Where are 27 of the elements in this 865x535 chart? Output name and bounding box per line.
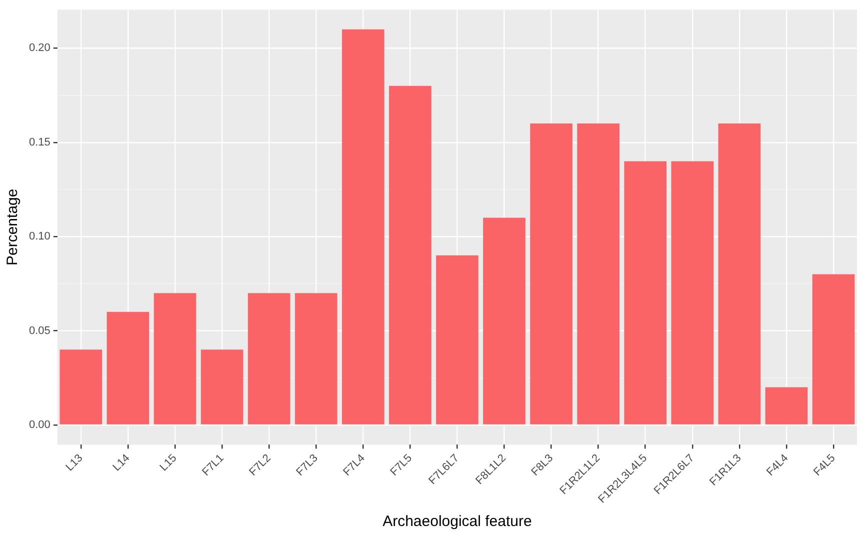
bar: [60, 350, 102, 424]
bar: [624, 161, 667, 424]
bar: [200, 350, 244, 424]
bar: [530, 124, 572, 424]
y-tick-label: 0.10: [28, 230, 50, 243]
bar: [294, 293, 338, 424]
bar: [436, 255, 478, 424]
bar: [342, 29, 384, 424]
y-tick-label: 0.05: [28, 324, 50, 337]
bar: [812, 274, 855, 424]
y-tick-label: 0.00: [28, 418, 50, 431]
bar: [154, 293, 196, 424]
bar: [718, 124, 761, 424]
bar: [106, 312, 150, 424]
bar: [389, 86, 432, 424]
x-tick-label: L14: [110, 452, 132, 474]
y-tick-label: 0.20: [28, 42, 50, 54]
y-axis-title: Percentage: [4, 188, 22, 266]
bar: [483, 218, 526, 424]
x-tick-label: L13: [64, 452, 86, 474]
bar: [765, 387, 808, 424]
bar: [577, 124, 620, 424]
bar: [671, 161, 714, 424]
y-tick-label: 0.15: [28, 136, 50, 148]
x-tick-label: L15: [158, 452, 180, 474]
bar: [248, 293, 290, 424]
x-axis-title: Archaeological feature: [382, 513, 532, 530]
